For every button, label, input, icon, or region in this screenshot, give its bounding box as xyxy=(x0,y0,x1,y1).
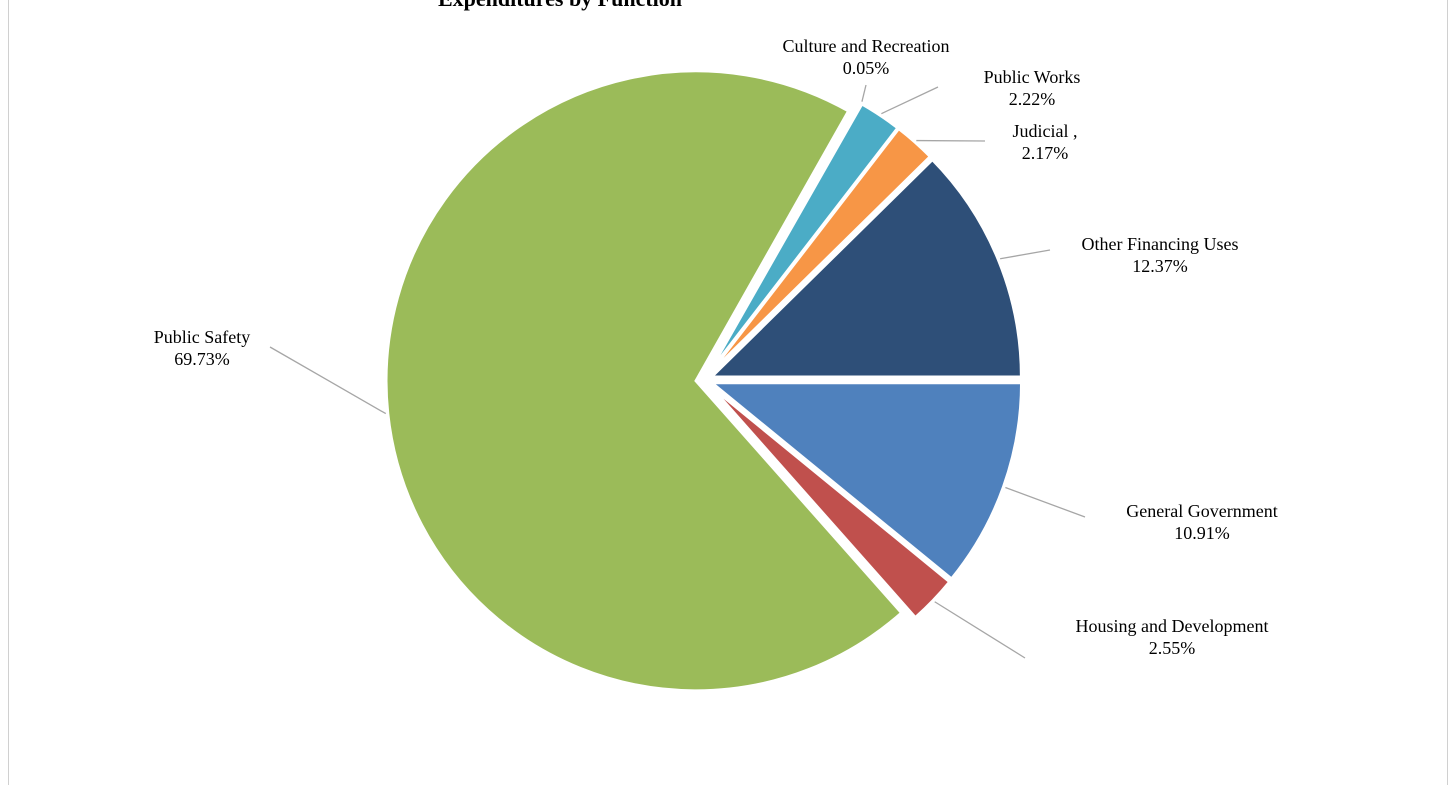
pie-slice-housing-and-development xyxy=(708,384,952,620)
data-label-name: Public Safety xyxy=(154,327,251,347)
pie-slice-culture-and-recreation xyxy=(706,101,864,374)
pie-slice-general-government xyxy=(707,381,1024,582)
data-label-name: Culture and Recreation xyxy=(783,36,950,56)
data-label-judicial: Judicial , 2.17% xyxy=(1013,121,1078,163)
chart-frame xyxy=(8,0,1448,785)
data-label-name: Housing and Development xyxy=(1076,616,1269,636)
leader-line-public-works xyxy=(881,86,939,115)
data-label-value: 2.55% xyxy=(1149,638,1196,658)
data-label-value: 0.05% xyxy=(843,58,890,78)
data-label-culture-and-recreation: Culture and Recreation 0.05% xyxy=(783,36,950,78)
leader-line-public-safety xyxy=(269,346,387,415)
data-label-value: 2.17% xyxy=(1022,143,1069,163)
data-label-value: 2.22% xyxy=(1009,89,1056,109)
leader-line-culture-and-recreation xyxy=(861,84,867,102)
pie-slice-other-financing-uses xyxy=(707,157,1023,379)
data-label-value: 69.73% xyxy=(174,349,230,369)
data-label-general-government: General Government 10.91% xyxy=(1126,501,1277,543)
data-label-name: Other Financing Uses xyxy=(1082,234,1239,254)
data-label-value: 10.91% xyxy=(1174,523,1230,543)
data-label-other-financing-uses: Other Financing Uses 12.37% xyxy=(1082,234,1239,276)
leader-lines xyxy=(269,84,1086,659)
data-labels: Other Financing Uses 12.37% Judicial , 2.17… xyxy=(154,36,1278,658)
pie-slice-public-safety xyxy=(384,69,904,693)
leader-line-general-government xyxy=(1005,486,1086,518)
pie-slices xyxy=(384,69,1024,693)
data-label-public-safety: Public Safety 69.73% xyxy=(154,327,251,369)
data-label-value: 12.37% xyxy=(1132,256,1188,276)
data-label-housing-and-development: Housing and Development 2.55% xyxy=(1076,616,1269,658)
data-label-name: Judicial , xyxy=(1013,121,1078,141)
chart-title: Expenditures by Function xyxy=(438,0,682,11)
data-label-public-works: Public Works 2.22% xyxy=(984,67,1081,109)
leader-line-housing-and-development xyxy=(934,601,1026,659)
leader-line-other-financing-uses xyxy=(1000,249,1051,260)
data-label-name: Public Works xyxy=(984,67,1081,87)
data-label-name: General Government xyxy=(1126,501,1277,521)
